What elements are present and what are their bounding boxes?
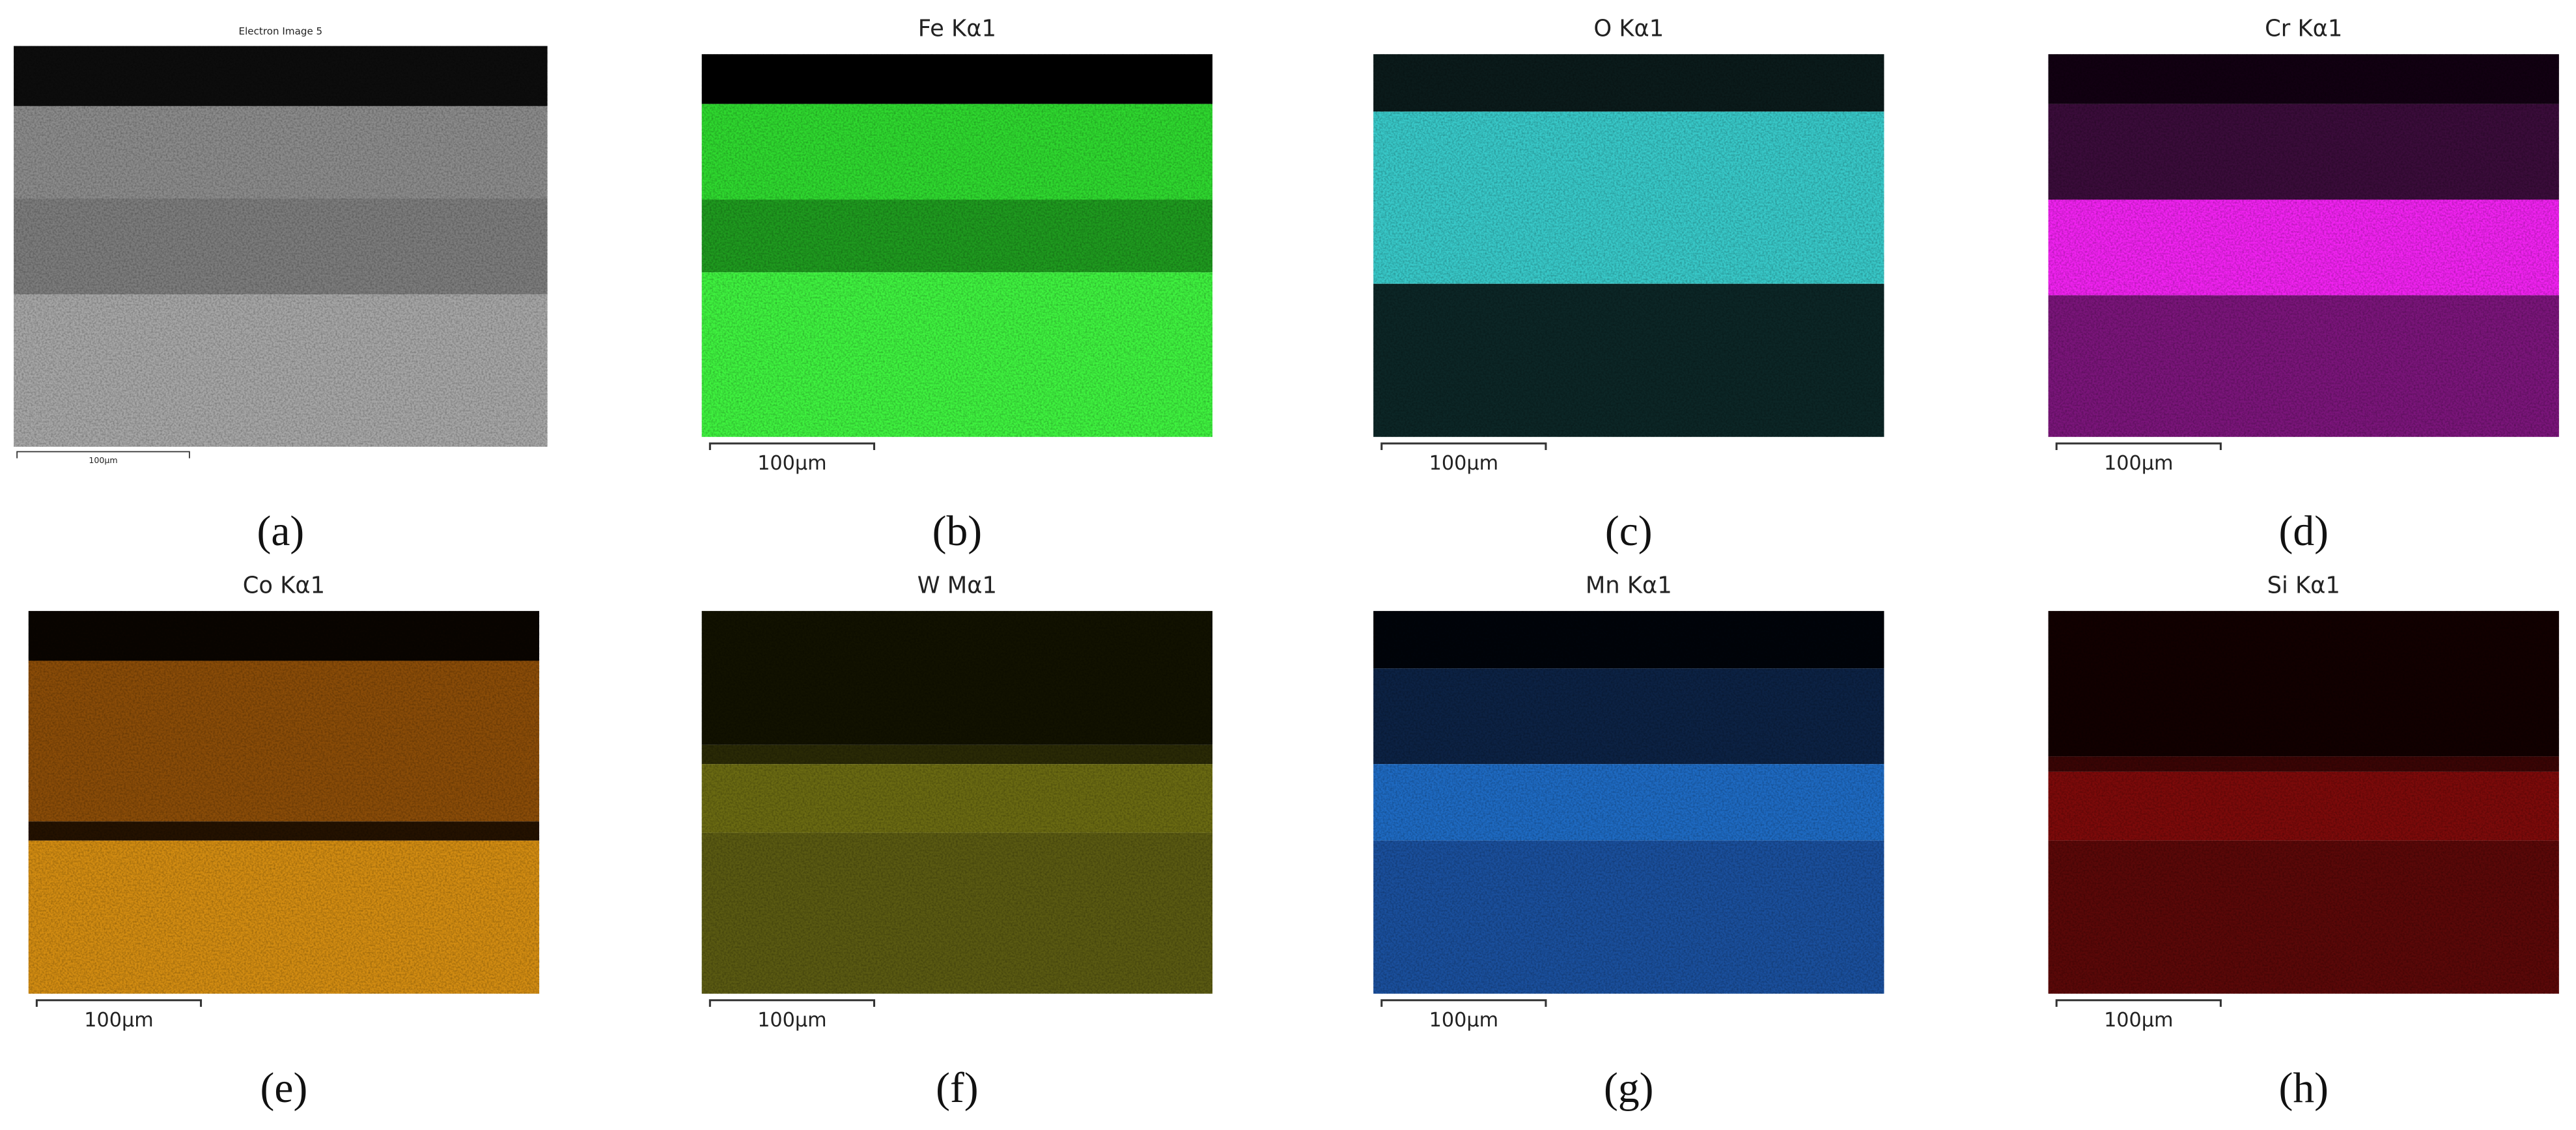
scale-bar: [2055, 999, 2222, 1007]
panel-title: Co Kα1: [243, 572, 325, 599]
scale-label: 100µm: [757, 1009, 826, 1032]
panel-title: Electron Image 5: [239, 25, 323, 37]
panel-caption: (g): [1604, 1065, 1653, 1112]
panel: Fe Kα1 100µm (b): [701, 15, 1212, 555]
map-grain: [2048, 611, 2559, 994]
scale-bar: [708, 999, 876, 1007]
map-grain: [14, 46, 548, 447]
scale-label: 100µm: [757, 452, 826, 475]
panel-caption: (d): [2279, 508, 2329, 555]
panel-caption: (h): [2279, 1065, 2329, 1112]
map-grain: [1373, 611, 1884, 994]
map-grain: [2048, 54, 2559, 437]
scale-label: 100µm: [89, 455, 117, 465]
panel: Co Kα1 100µm (e): [28, 572, 540, 1112]
map-grain: [701, 54, 1212, 437]
panel: Electron Image 5 100µm (a): [14, 25, 548, 555]
panel-caption: (b): [932, 508, 982, 555]
scale-label: 100µm: [84, 1009, 153, 1032]
panel: Cr Kα1 100µm (d): [2048, 15, 2559, 555]
panel-caption: (f): [936, 1065, 978, 1112]
map-grain: [28, 611, 540, 994]
panel-caption: (c): [1605, 508, 1653, 555]
scale-bar: [35, 999, 203, 1007]
map-grain: [1373, 54, 1884, 437]
panel: O Kα1 100µm (c): [1373, 15, 1884, 555]
panel-title: Cr Kα1: [2265, 15, 2342, 42]
panel-title: O Kα1: [1593, 15, 1664, 42]
panel-title: W Mα1: [917, 572, 997, 599]
panel: W Mα1 100µm (f): [701, 572, 1212, 1112]
panel-title: Fe Kα1: [918, 15, 996, 42]
scale-bar: [1380, 999, 1547, 1007]
panel-title: Mn Kα1: [1586, 572, 1672, 599]
panel-caption: (e): [260, 1065, 308, 1112]
scale-label: 100µm: [2104, 1009, 2173, 1032]
scale-label: 100µm: [2104, 452, 2173, 475]
scale-bar: [708, 442, 876, 450]
scale-label: 100µm: [1429, 452, 1498, 475]
panel-title: Si Kα1: [2267, 572, 2340, 599]
scale-label: 100µm: [1429, 1009, 1498, 1032]
panel: Si Kα1 100µm (h): [2048, 572, 2559, 1112]
panel-caption: (a): [257, 508, 304, 555]
scale-bar: [2055, 442, 2222, 450]
scale-bar: [1380, 442, 1547, 450]
map-grain: [701, 611, 1212, 994]
panel: Mn Kα1 100µm (g): [1373, 572, 1884, 1112]
scale-bar: [16, 451, 190, 459]
